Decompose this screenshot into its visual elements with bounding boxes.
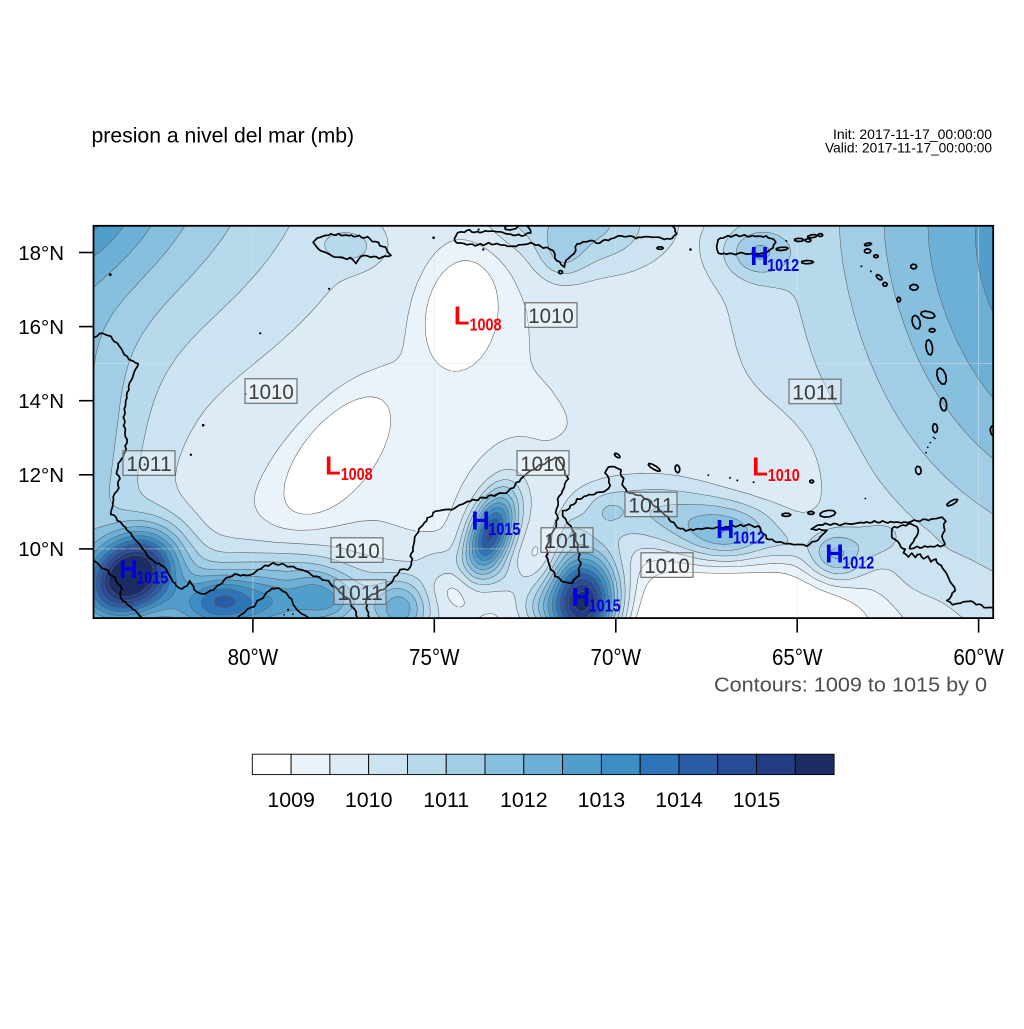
svg-text:presion a nivel del mar (mb): presion a nivel del mar (mb)	[92, 125, 355, 148]
svg-text:Contours: 1009 to 1015 by 0: Contours: 1009 to 1015 by 0	[714, 675, 987, 697]
svg-text:1015: 1015	[488, 519, 520, 539]
svg-text:1012: 1012	[767, 255, 799, 275]
svg-text:L: L	[752, 453, 768, 481]
svg-text:1009: 1009	[267, 788, 315, 812]
svg-text:65°W: 65°W	[772, 644, 823, 670]
svg-text:1010: 1010	[248, 381, 294, 404]
svg-text:14°N: 14°N	[18, 390, 64, 413]
svg-text:1010: 1010	[520, 453, 566, 476]
svg-text:H: H	[572, 584, 590, 612]
svg-text:1011: 1011	[423, 788, 469, 812]
svg-text:L: L	[454, 303, 470, 331]
svg-text:H: H	[471, 507, 489, 535]
svg-text:18°N: 18°N	[18, 242, 64, 265]
svg-text:1008: 1008	[341, 464, 373, 484]
svg-text:1008: 1008	[470, 314, 502, 334]
svg-text:Init: 2017-11-17_00:00:00: Init: 2017-11-17_00:00:00	[833, 126, 992, 142]
svg-text:1011: 1011	[126, 453, 172, 476]
svg-text:75°W: 75°W	[409, 644, 460, 670]
svg-text:70°W: 70°W	[591, 644, 642, 670]
svg-text:1010: 1010	[334, 540, 380, 563]
svg-text:H: H	[825, 541, 843, 569]
svg-text:1010: 1010	[528, 305, 574, 328]
svg-text:1011: 1011	[792, 381, 838, 404]
svg-text:H: H	[716, 516, 734, 544]
svg-text:L: L	[325, 452, 341, 480]
svg-text:1015: 1015	[589, 596, 621, 616]
svg-text:1011: 1011	[544, 530, 590, 553]
svg-text:1011: 1011	[628, 494, 674, 517]
svg-text:1015: 1015	[136, 568, 168, 588]
svg-text:1015: 1015	[733, 788, 781, 812]
svg-text:1010: 1010	[768, 465, 800, 485]
svg-text:H: H	[750, 243, 768, 271]
svg-text:H: H	[119, 556, 137, 584]
svg-text:10°N: 10°N	[18, 538, 64, 561]
svg-text:1014: 1014	[655, 788, 703, 812]
svg-text:16°N: 16°N	[18, 316, 64, 339]
svg-text:1012: 1012	[500, 788, 548, 812]
svg-text:1013: 1013	[578, 788, 626, 812]
svg-text:1010: 1010	[345, 788, 393, 812]
svg-text:80°W: 80°W	[228, 644, 279, 670]
svg-text:Valid: 2017-11-17_00:00:00: Valid: 2017-11-17_00:00:00	[825, 140, 992, 156]
svg-text:1010: 1010	[644, 555, 690, 578]
svg-text:1011: 1011	[337, 582, 383, 605]
svg-text:12°N: 12°N	[18, 464, 64, 487]
svg-text:1012: 1012	[733, 528, 765, 548]
svg-text:1012: 1012	[842, 552, 874, 572]
svg-text:60°W: 60°W	[953, 644, 1004, 670]
